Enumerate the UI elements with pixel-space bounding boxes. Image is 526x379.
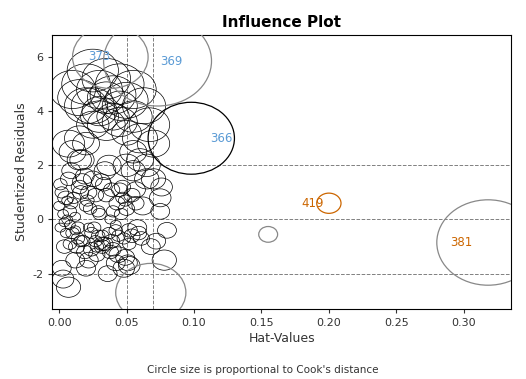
Text: 369: 369 (160, 55, 182, 67)
Text: 373: 373 (88, 50, 110, 64)
Title: Influence Plot: Influence Plot (222, 15, 341, 30)
Text: 381: 381 (450, 236, 472, 249)
Text: 419: 419 (301, 197, 324, 210)
Text: Circle size is proportional to Cook's distance: Circle size is proportional to Cook's di… (147, 365, 379, 375)
X-axis label: Hat-Values: Hat-Values (248, 332, 315, 345)
Text: 366: 366 (210, 132, 232, 145)
Y-axis label: Studentized Residuals: Studentized Residuals (15, 103, 28, 241)
